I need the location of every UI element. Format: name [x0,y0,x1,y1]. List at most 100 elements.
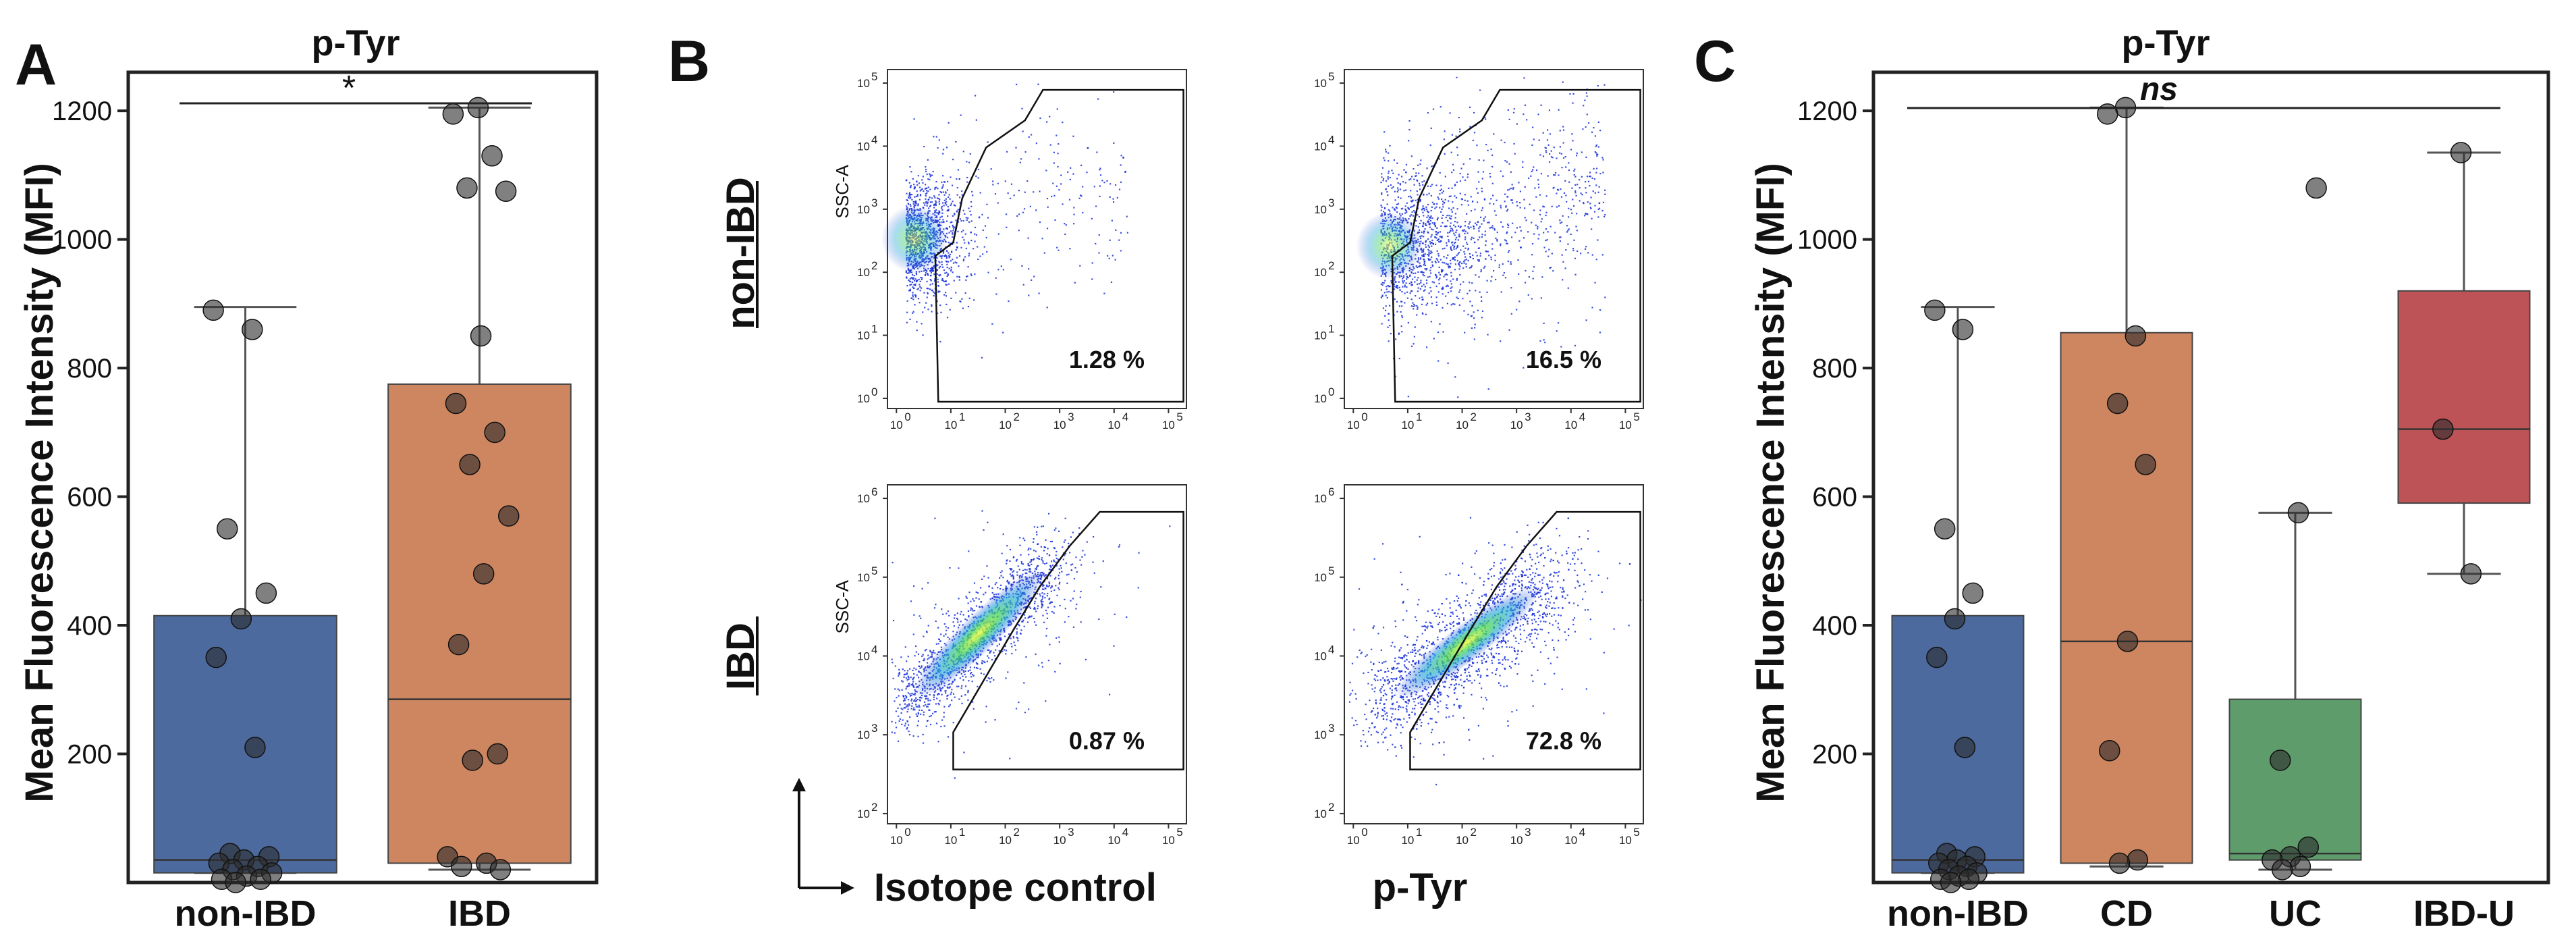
flow-ytick-exp: 0 [871,386,877,398]
flow-gate-percent: 1.28 % [1069,346,1145,373]
flow-ytick-label: 10 [857,140,870,153]
flow-ytick-label: 10 [857,392,870,405]
panel-c-data-point [2305,177,2327,199]
panel-a-data-point [230,608,252,630]
panel-c-ytick-label: 200 [1812,740,1857,770]
panel-a-data-point [447,633,470,656]
flow-xtick-label: 10 [1162,834,1175,847]
flow-ytick-exp: 4 [1328,643,1334,656]
flow-xtick-label: 10 [1162,419,1175,431]
flow-gate-percent: 72.8 % [1526,727,1601,755]
flow-ytick-exp: 1 [871,323,877,336]
flow-xtick-exp: 1 [959,826,965,839]
flow-ytick-label: 10 [1314,650,1327,663]
panel-c-data-point [2116,631,2139,652]
panel-a-data-point [244,737,266,758]
panel-a-data-point [445,392,467,415]
flow-xtick-label: 10 [1619,834,1632,847]
flow-gate [1409,510,1641,770]
flow-ytick-exp: 6 [871,485,877,498]
panel-a-data-point [470,325,492,347]
panel-c-category-label: IBD-U [2413,893,2515,934]
panel-a-data-point [450,855,472,877]
panel-a-data-point [489,859,512,880]
panel-a-data-point [250,868,271,890]
panel-a-box-ibd [387,383,572,864]
flow-ytick-exp: 2 [871,259,877,272]
panel-c-sig-label: ns [2140,72,2178,107]
flow-gate [1391,88,1641,403]
flow-gate-percent: 0.87 % [1069,727,1145,755]
flow-ytick-exp: 4 [871,643,877,656]
panel-a-data-point [467,97,489,119]
x-arrow-head [841,881,854,895]
panel-a-data-point [442,103,464,125]
flow-plot-frame [1344,484,1644,824]
flow-ylabel: SSC-A [832,579,852,633]
panel-c-data-point [2135,454,2156,475]
flow-density [881,205,948,273]
panel-a-boxplot: p-Tyr Mean Fluorescence Intensity (MFI) … [18,23,599,934]
flow-xtick-label: 10 [1107,834,1120,847]
flow-xtick-label: 10 [1053,419,1066,431]
panel-a-ytick-label: 200 [67,740,112,770]
flow-xtick-exp: 5 [1633,826,1639,839]
panel-c-ytick-label: 1000 [1797,226,1857,255]
flow-xtick-label: 10 [1456,419,1469,431]
flow-ytick-label: 10 [857,203,870,216]
panel-c-category-label: non-IBD [1887,893,2029,934]
panel-a-ytick-label: 1200 [52,97,112,126]
panel-a-data-point [484,421,505,444]
panel-a-data-point [495,180,517,202]
panel-c-points [1924,97,2482,893]
flow-ylabel: SSC-A [832,164,852,218]
panel-c-title: p-Tyr [2122,23,2210,63]
flow-density [1356,211,1423,280]
flow-gate-percent: 16.5 % [1526,346,1601,373]
flow-ytick-exp: 4 [1328,133,1334,146]
flow-xtick-exp: 5 [1633,411,1639,423]
flow-ytick-exp: 3 [871,196,877,209]
panel-a-data-point [202,299,224,321]
flow-xtick-exp: 3 [1525,411,1531,423]
panel-c-ytick-label: 400 [1812,611,1857,641]
flow-xtick-exp: 0 [904,411,910,423]
flow-density [1394,585,1539,699]
flow-xtick-label: 10 [1347,419,1360,431]
panel-letter-a: A [15,32,57,97]
panel-c-yticks: 200 400 600 800 1000 1200 [1797,97,1873,770]
panel-c-data-point [2106,392,2129,415]
panel-c-data-point [2460,563,2482,585]
panel-a-data-point [205,646,227,668]
flow-ytick-exp: 0 [1328,386,1334,398]
flow-xtick-label: 10 [1619,419,1632,431]
flow-ytick-label: 10 [857,571,870,584]
flow-xtick-exp: 4 [1122,411,1128,423]
flow-plot-1: 1.28 %1001011021031041051001011021031041… [832,69,1187,431]
flow-xtick-label: 10 [1347,834,1360,847]
flow-xtick-exp: 2 [1014,826,1020,839]
panel-c-ytick-label: 600 [1812,483,1857,512]
flow-xtick-label: 10 [1107,419,1120,431]
flow-xtick-label: 10 [999,834,1012,847]
flow-plots: 1.28 %1001011021031041051001011021031041… [832,69,1644,847]
flow-ytick-label: 10 [1314,77,1327,90]
flow-ytick-label: 10 [857,330,870,342]
flow-ytick-exp: 2 [871,801,877,814]
panel-c-data-point [2108,852,2131,874]
flow-ytick-exp: 4 [871,133,877,146]
flow-plot-3: 0.87 %100101102103104105102103104105106S… [832,484,1187,847]
panel-a-data-point [459,454,481,475]
flow-xtick-label: 10 [1401,834,1414,847]
flow-ytick-label: 10 [1314,203,1327,216]
panel-c-data-point [1934,518,1956,539]
flow-ytick-label: 10 [857,808,870,820]
panel-c-data-point [2097,103,2118,125]
flow-ytick-exp: 5 [1328,564,1334,577]
flow-density [913,569,1045,698]
panel-a-data-point [481,145,503,167]
flow-ytick-label: 10 [857,492,870,505]
panel-c-data-point [1954,737,1976,758]
flow-ytick-exp: 1 [1328,323,1334,336]
